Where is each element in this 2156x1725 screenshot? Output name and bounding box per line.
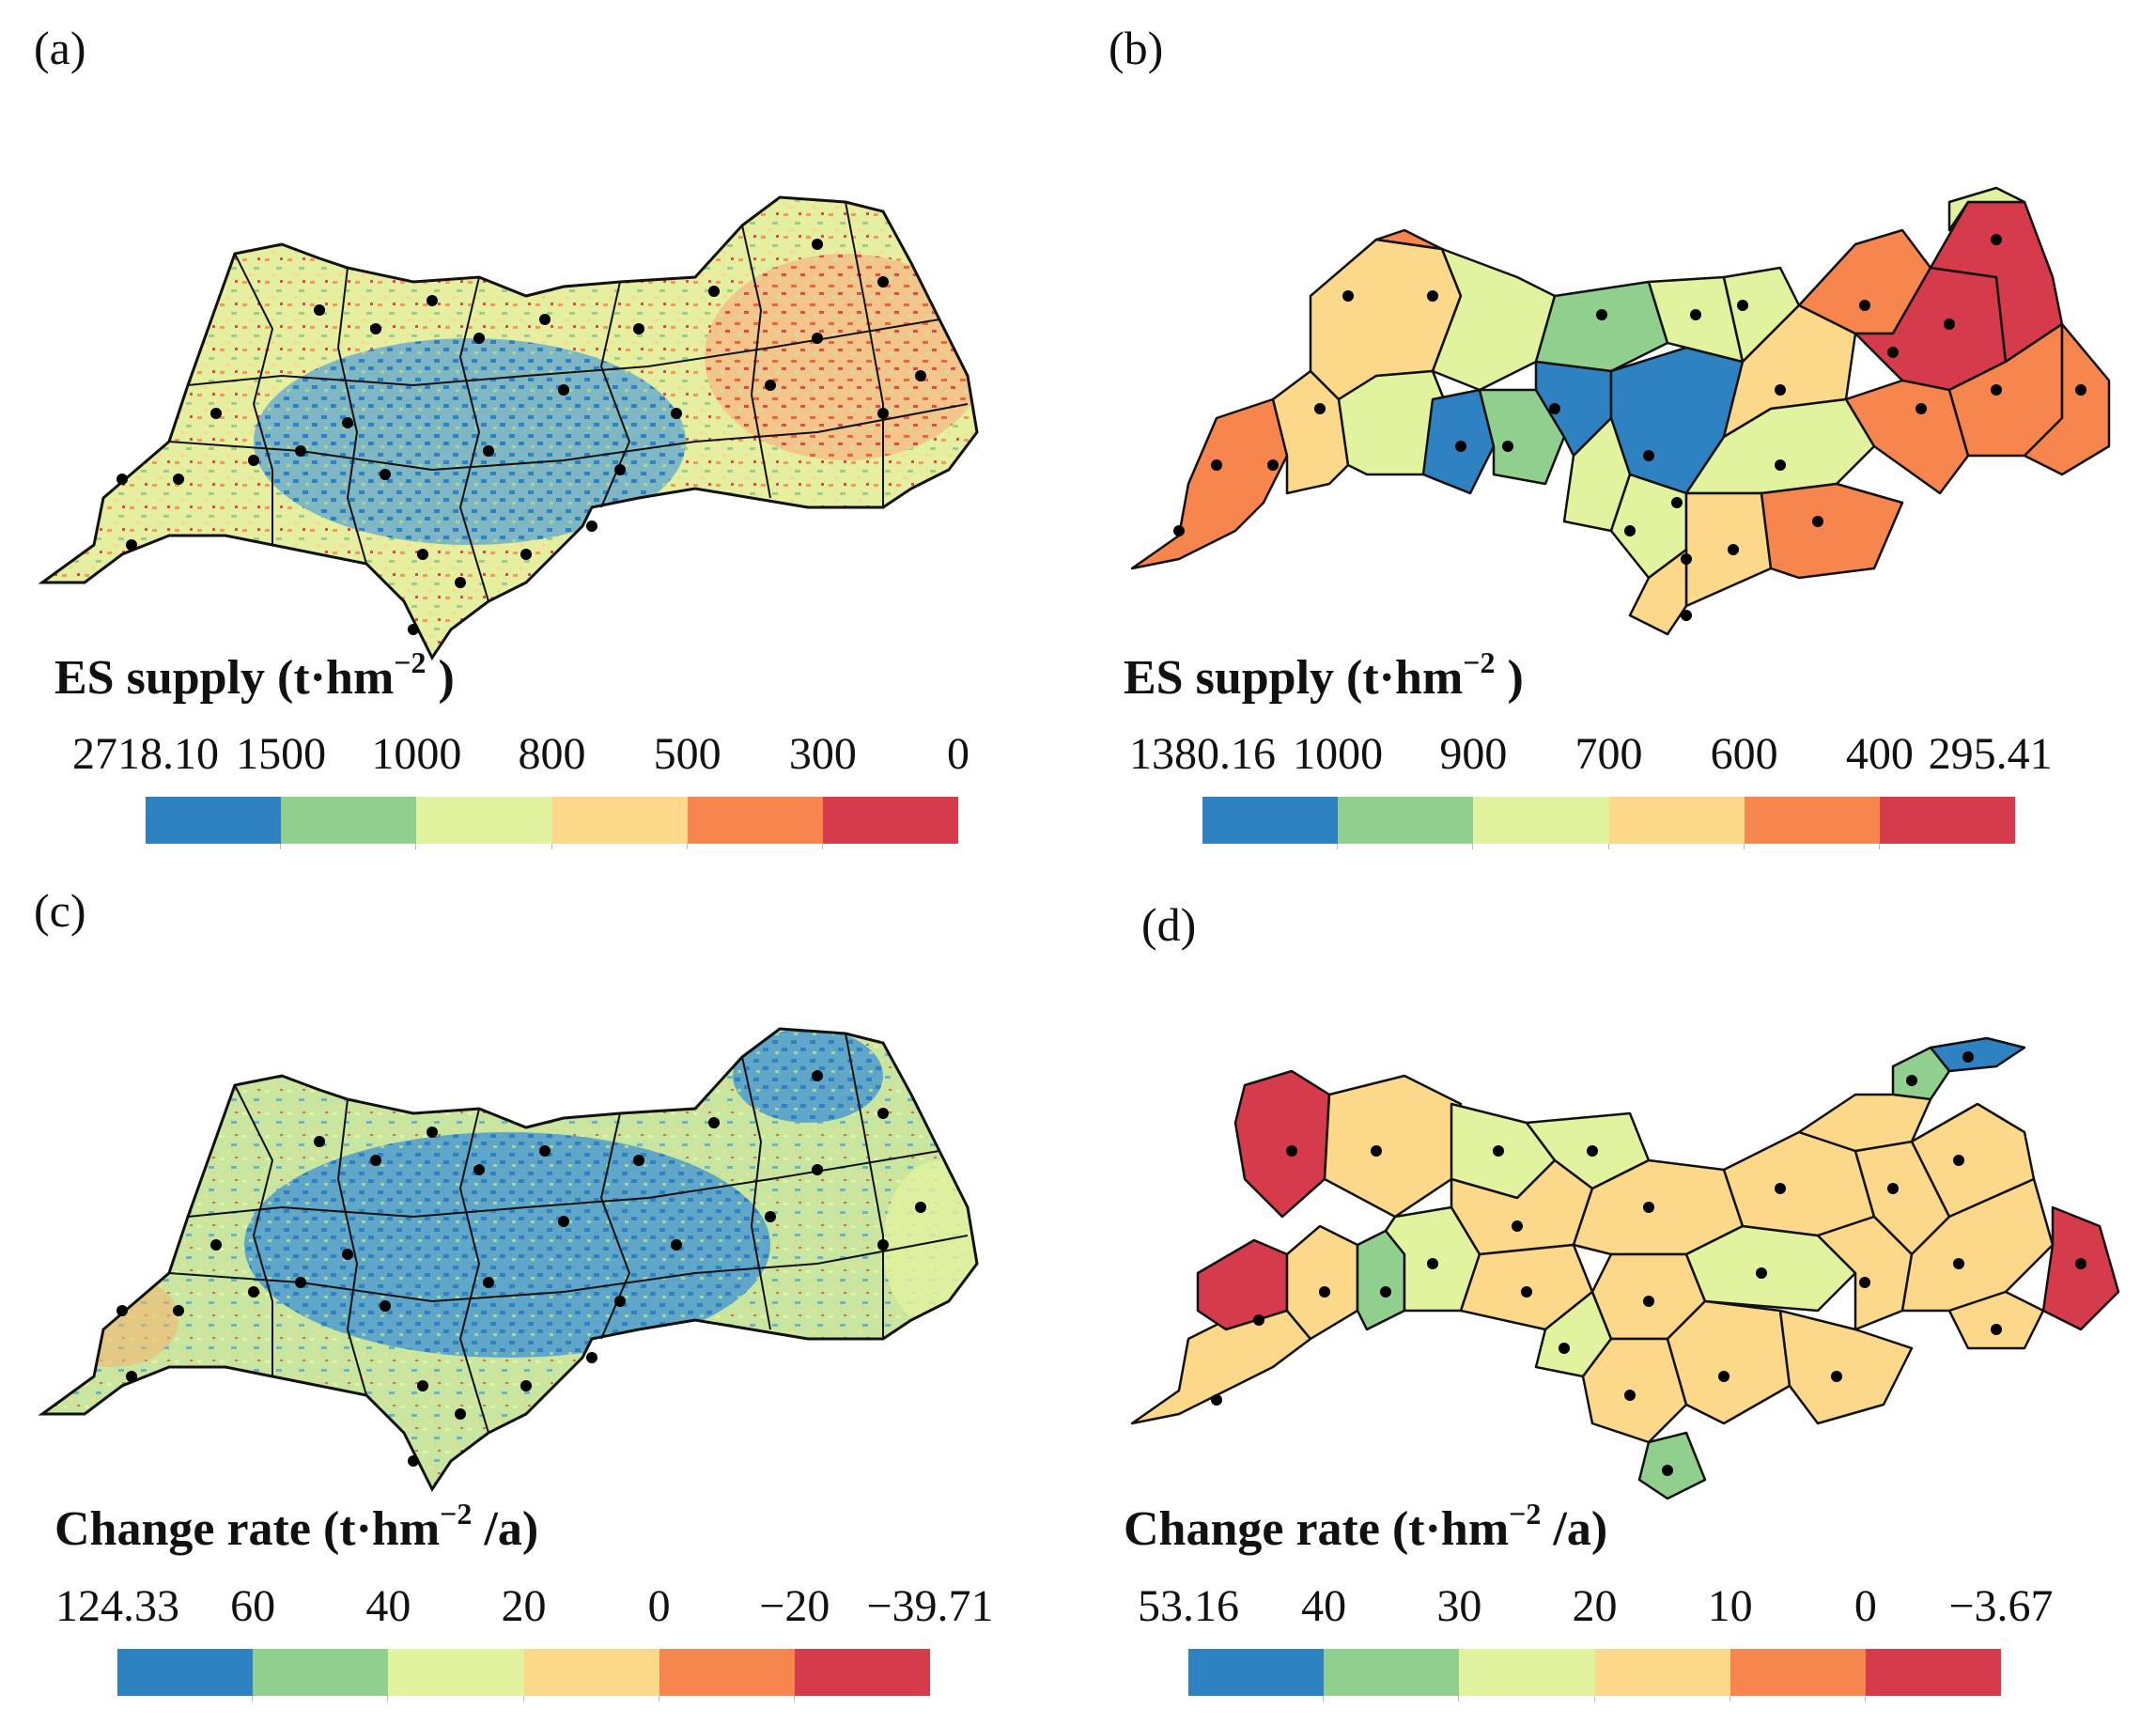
- legend-tick: 0: [647, 1581, 671, 1631]
- legend-class: [117, 1649, 254, 1696]
- panel-label-d: (d): [1141, 898, 1197, 951]
- legend-tick: 1500: [236, 729, 327, 779]
- county-region: [1910, 1102, 2036, 1219]
- legend-colorbar-a: [146, 797, 959, 849]
- region-outline-c: [38, 1027, 979, 1492]
- legend-title-a: ES supply (t·hm−2 ): [54, 645, 455, 705]
- legend-title-b: ES supply (t·hm−2 ): [1124, 645, 1524, 705]
- legend-class: [1607, 797, 1745, 849]
- legend-class: [280, 797, 417, 849]
- legend-class: [658, 1649, 795, 1702]
- legend-ticks-b: 1380.16 1000 900 700 600 400 295.41: [1129, 728, 2053, 785]
- legend-class: [1188, 1649, 1325, 1696]
- legend-class: [821, 797, 959, 849]
- legend-class: [1864, 1649, 2002, 1702]
- legend-tick: 900: [1439, 729, 1508, 779]
- panel-label-c: (c): [34, 884, 86, 937]
- legend-tick: 2718.10: [72, 729, 219, 779]
- county-region: [1900, 1177, 2055, 1313]
- legend-class: [1337, 797, 1474, 849]
- county-region: [1628, 548, 1688, 636]
- legend-tick: 300: [788, 729, 857, 779]
- legend-tick: −39.71: [866, 1581, 994, 1631]
- legend-tick: 700: [1574, 729, 1643, 779]
- county-region: [1374, 228, 1444, 251]
- map-c: [38, 1027, 979, 1492]
- county-region: [1431, 247, 1557, 392]
- county-region: [1233, 1069, 1331, 1219]
- legend-class: [415, 797, 552, 849]
- legend-tick: 124.33: [55, 1581, 179, 1631]
- legend-tick: 295.41: [1928, 729, 2053, 779]
- legend-class: [1593, 1649, 1730, 1702]
- panel-label-b: (b): [1109, 22, 1164, 74]
- county-region: [1760, 482, 1904, 580]
- legend-class: [1202, 797, 1339, 844]
- legend-class: [686, 797, 823, 849]
- legend-tick: 500: [653, 729, 721, 779]
- raster-surface-a: [42, 197, 977, 658]
- legend-class: [1472, 797, 1609, 849]
- legend-class: [1323, 1649, 1460, 1702]
- legend-ticks-d: 53.16 40 30 20 10 0 −3.67: [1138, 1580, 2054, 1637]
- legend-tick: 800: [518, 729, 586, 779]
- county-centroids-c: [116, 1070, 926, 1467]
- legend-title-d: Change rate (t·hm−2 /a): [1124, 1497, 1608, 1556]
- legend-tick: 0: [1854, 1581, 1877, 1631]
- map-d: [1130, 1036, 2120, 1500]
- legend-colorbar-c: [117, 1649, 931, 1702]
- legend-tick: 53.16: [1138, 1581, 1239, 1631]
- raster-surface-c: [42, 1029, 977, 1489]
- legend-tick: 1380.16: [1129, 729, 1276, 779]
- legend-class: [1743, 797, 1880, 849]
- county-region: [1797, 1093, 1932, 1153]
- county-region: [1947, 1290, 2045, 1350]
- region-outline-a: [38, 195, 979, 660]
- legend-class: [522, 1649, 659, 1702]
- legend-colorbar-b: [1202, 797, 2016, 849]
- county-region: [1666, 1299, 1791, 1425]
- county-region: [1285, 1224, 1359, 1341]
- county-region: [2023, 322, 2111, 476]
- legend-tick: 10: [1707, 1581, 1753, 1631]
- legend-tick: −20: [759, 1581, 830, 1631]
- county-region: [1323, 1074, 1463, 1219]
- legend-title-c: Change rate (t·hm−2 /a): [54, 1497, 539, 1556]
- county-centroids-b: [1173, 234, 2086, 621]
- map-a: [38, 195, 979, 660]
- legend-ticks-c: 124.33 60 40 20 0 −20 −39.71: [55, 1580, 994, 1637]
- map-b: [1130, 186, 2111, 636]
- legend-tick: −3.67: [1948, 1581, 2054, 1631]
- legend-tick: 400: [1845, 729, 1914, 779]
- legend-tick: 1000: [371, 729, 462, 779]
- county-centroids-d: [1211, 1051, 2086, 1476]
- legend-tick: 40: [365, 1581, 411, 1631]
- legend-tick: 30: [1436, 1581, 1482, 1631]
- county-region: [1891, 1046, 1951, 1101]
- legend-colorbar-d: [1188, 1649, 2002, 1702]
- legend-tick: 1000: [1293, 729, 1384, 779]
- legend-class: [1878, 797, 2016, 849]
- legend-class: [387, 1649, 524, 1702]
- legend-tick: 20: [501, 1581, 547, 1631]
- county-region: [1637, 1431, 1707, 1500]
- legend-tick: 600: [1710, 729, 1778, 779]
- legend-class: [1458, 1649, 1595, 1702]
- county-region: [1534, 280, 1669, 373]
- legend-class: [793, 1649, 931, 1702]
- county-region: [1778, 1309, 1914, 1425]
- legend-class: [551, 797, 688, 849]
- legend-class: [1729, 1649, 1866, 1702]
- county-region: [1130, 397, 1289, 570]
- legend-tick: 0: [947, 729, 969, 779]
- legend-class: [146, 797, 282, 844]
- legend-class: [252, 1649, 389, 1702]
- county-centroids-a: [116, 239, 926, 635]
- legend-tick: 60: [230, 1581, 276, 1631]
- county-region: [1947, 186, 2026, 232]
- legend-tick: 20: [1572, 1581, 1618, 1631]
- legend-ticks-a: 2718.10 1500 1000 800 500 300 0: [72, 728, 969, 785]
- legend-tick: 40: [1301, 1581, 1347, 1631]
- panel-label-a: (a): [34, 22, 86, 74]
